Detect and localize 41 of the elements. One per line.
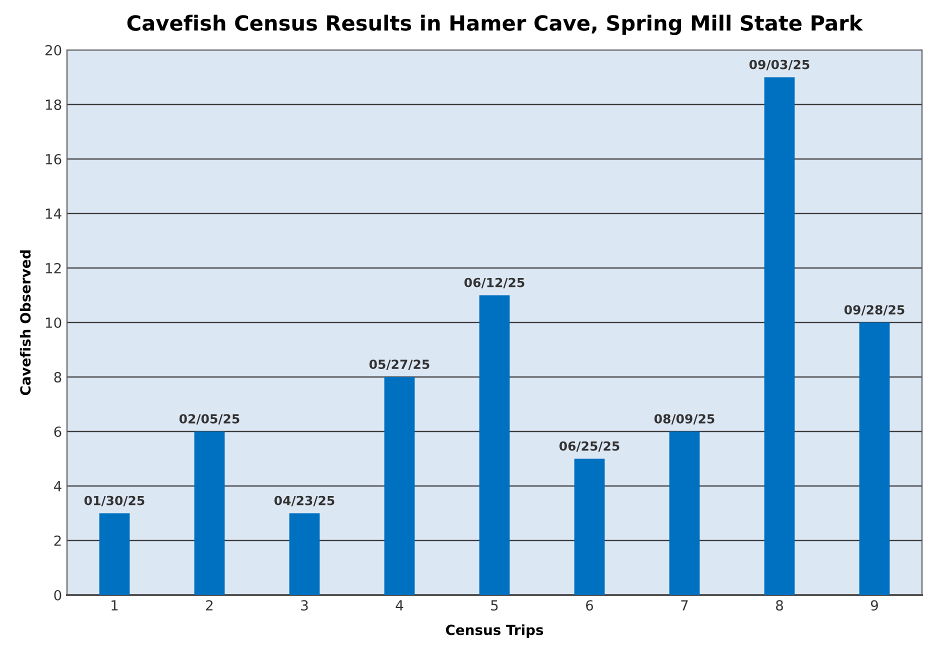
- y-tick-label: 6: [54, 426, 62, 437]
- bar: [384, 377, 415, 595]
- y-tick-label: 20: [45, 44, 62, 56]
- x-tick-label: 8: [776, 600, 783, 611]
- y-tick-label: 12: [46, 262, 61, 274]
- x-tick-label: 4: [396, 600, 404, 610]
- data-label: 01/30/25: [84, 496, 144, 506]
- y-tick-label: 18: [46, 99, 62, 110]
- x-axis-title: Census Trips: [446, 624, 544, 638]
- data-label: 02/05/25: [179, 414, 240, 425]
- x-tick-label: 3: [301, 600, 308, 611]
- x-tick-label: 1: [112, 600, 118, 610]
- bar: [194, 432, 225, 595]
- data-label: 05/27/25: [369, 360, 430, 370]
- x-tick-label: 2: [206, 600, 213, 610]
- data-label: 08/09/25: [654, 414, 714, 425]
- data-label: 06/25/25: [559, 441, 620, 452]
- data-label: 09/03/25: [749, 60, 810, 70]
- y-tick-label: 0: [54, 590, 62, 600]
- chart-title: Cavefish Census Results in Hamer Cave, Spring Mill State Park: [127, 14, 864, 36]
- y-axis-title: Cavefish Observed: [20, 250, 31, 396]
- bar: [99, 513, 130, 595]
- bar: [669, 432, 700, 595]
- bar: [764, 77, 795, 595]
- data-label: 04/23/25: [274, 496, 334, 506]
- data-label: 09/28/25: [844, 305, 904, 316]
- y-tick-label: 10: [46, 317, 62, 328]
- bar: [289, 513, 320, 595]
- y-tick-label: 2: [54, 535, 61, 546]
- y-tick-label: 8: [54, 372, 62, 382]
- x-tick-label: 7: [681, 600, 688, 610]
- y-tick-label: 16: [46, 154, 62, 164]
- x-tick-label: 9: [870, 600, 878, 611]
- bar: [574, 458, 605, 595]
- bar: [859, 322, 890, 595]
- bar: [479, 295, 510, 595]
- data-label: 06/12/25: [464, 278, 524, 288]
- x-tick-label: 5: [491, 600, 498, 611]
- y-tick-label: 14: [46, 208, 62, 219]
- x-tick-label: 6: [586, 600, 594, 611]
- y-tick-label: 4: [54, 481, 62, 492]
